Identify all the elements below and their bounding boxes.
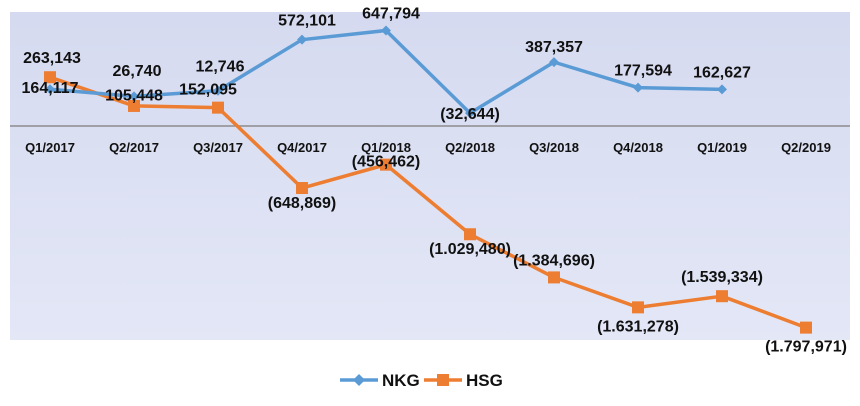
data-point-hsg bbox=[548, 271, 560, 284]
data-point-nkg bbox=[213, 85, 223, 96]
legend-marker-nkg bbox=[353, 374, 365, 386]
data-label-hsg: (648,869) bbox=[268, 195, 337, 212]
data-point-hsg bbox=[464, 228, 476, 241]
data-label-nkg: (32,644) bbox=[440, 106, 500, 123]
x-tick-label: Q1/2019 bbox=[697, 140, 747, 155]
data-point-hsg bbox=[380, 158, 392, 171]
data-point-hsg bbox=[632, 301, 644, 314]
data-point-nkg bbox=[45, 84, 55, 95]
data-label-hsg: (1.029,480) bbox=[429, 241, 511, 258]
data-point-nkg bbox=[633, 82, 643, 93]
legend-label-nkg: NKG bbox=[382, 371, 420, 390]
legend-marker-hsg bbox=[437, 374, 449, 386]
data-label-nkg: 387,357 bbox=[525, 39, 583, 56]
data-point-nkg bbox=[297, 34, 307, 45]
x-tick-label: Q1/2017 bbox=[25, 140, 75, 155]
x-tick-label: Q3/2017 bbox=[193, 140, 243, 155]
data-label-nkg: 105,448 bbox=[105, 87, 163, 104]
x-tick-label: Q2/2019 bbox=[781, 140, 831, 155]
data-point-hsg bbox=[44, 71, 56, 84]
data-label-hsg: (456,462) bbox=[352, 154, 421, 171]
x-tick-label: Q2/2017 bbox=[109, 140, 159, 155]
data-label-nkg: 152,095 bbox=[179, 82, 237, 99]
x-axis-ticks: Q1/2017 Q2/2017 Q3/2017 Q4/2017 Q1/2018 Q2/20… bbox=[25, 140, 831, 155]
data-label-nkg: 162,627 bbox=[693, 64, 751, 81]
data-label-hsg: (1.539,334) bbox=[681, 269, 763, 286]
x-tick-label: Q1/2018 bbox=[361, 140, 411, 155]
data-label-hsg: 263,143 bbox=[23, 50, 81, 67]
x-tick-label: Q4/2018 bbox=[613, 140, 663, 155]
series-line-hsg bbox=[49, 75, 807, 330]
data-point-hsg bbox=[212, 101, 224, 114]
x-tick-label: Q3/2018 bbox=[529, 140, 579, 155]
data-point-hsg bbox=[296, 182, 308, 195]
data-point-hsg bbox=[800, 321, 812, 334]
series-layer bbox=[44, 25, 812, 334]
legend-label-hsg: HSG bbox=[466, 371, 503, 390]
data-label-nkg: 177,594 bbox=[614, 63, 672, 80]
data-label-nkg: 647,794 bbox=[362, 5, 420, 22]
data-labels: 263,143 26,740 12,746 (648,869) (456,462) (1.… bbox=[22, 5, 847, 355]
data-label-hsg: (1.797,971) bbox=[765, 339, 847, 356]
legend: NKG HSG bbox=[340, 371, 503, 390]
data-point-hsg bbox=[716, 290, 728, 303]
data-label-hsg: 12,746 bbox=[196, 59, 245, 76]
data-label-hsg: (1.384,696) bbox=[513, 252, 595, 269]
data-point-nkg bbox=[549, 57, 559, 68]
data-point-nkg bbox=[129, 91, 139, 102]
data-point-nkg bbox=[381, 25, 391, 36]
data-label-hsg: 26,740 bbox=[113, 63, 162, 80]
x-tick-label: Q4/2017 bbox=[277, 140, 327, 155]
data-label-nkg: 572,101 bbox=[278, 13, 336, 30]
data-point-nkg bbox=[717, 84, 727, 95]
plot-background bbox=[10, 12, 850, 340]
data-label-hsg: (1.631,278) bbox=[597, 318, 679, 335]
data-point-hsg bbox=[128, 99, 140, 112]
data-point-nkg bbox=[465, 108, 475, 119]
x-tick-label: Q2/2018 bbox=[445, 140, 495, 155]
data-label-nkg: 164,117 bbox=[22, 80, 79, 97]
